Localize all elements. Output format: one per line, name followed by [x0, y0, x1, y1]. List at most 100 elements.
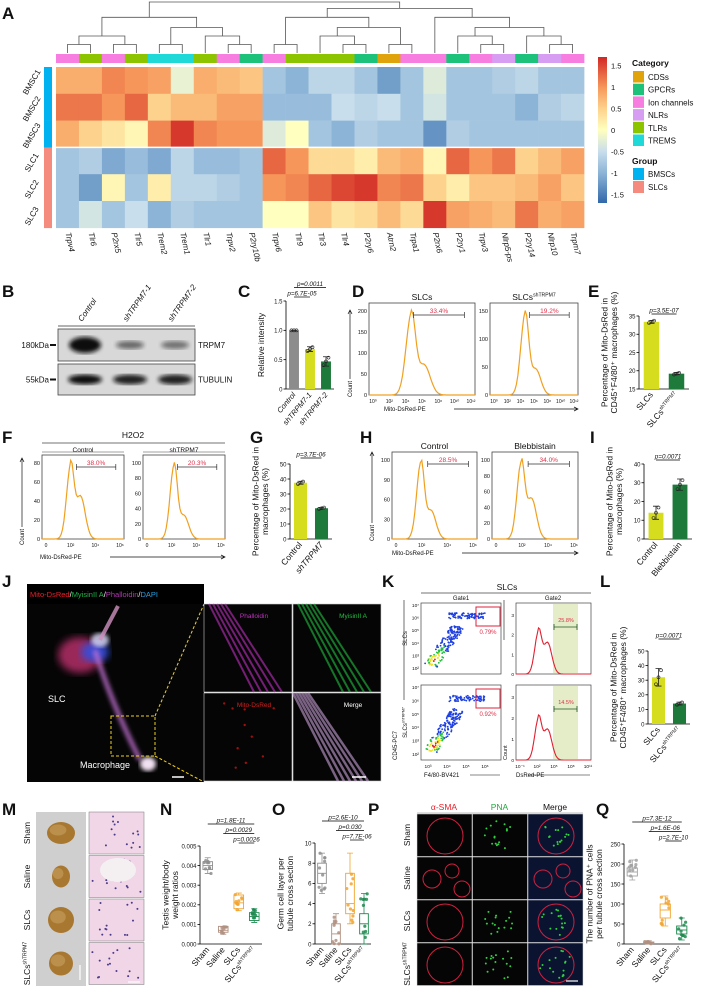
legend-label: TREMS — [648, 137, 676, 146]
category-bar-cell — [308, 54, 332, 63]
fiber — [313, 603, 372, 693]
heatmap-cell — [331, 174, 355, 202]
heatmap-cell — [193, 67, 218, 95]
pna-signal — [509, 965, 512, 968]
flow-histogram-f-2: 20.3% shTRPM7 0 20 40 60 80 100 0 10² 10⁴ 10⁶ — [132, 447, 226, 549]
y-tick-label: 150 — [358, 330, 367, 336]
data-point — [664, 901, 668, 905]
legend-swatch — [633, 168, 644, 180]
group-bar-cell — [44, 120, 52, 148]
heatmap-cell — [515, 174, 539, 202]
category-bar-cell — [423, 54, 447, 63]
heatmap-cell — [56, 67, 80, 95]
data-point — [654, 510, 658, 515]
nucleus — [125, 885, 128, 888]
event-dot — [438, 742, 440, 744]
category-bar-cell — [216, 54, 240, 63]
gate-percentage: 33.4% — [430, 308, 449, 315]
error-bar — [323, 356, 329, 367]
row-label: SLC2 — [23, 178, 41, 200]
y-tick-label: 25 — [629, 351, 636, 357]
dendrogram-branch — [273, 44, 298, 53]
column-label: Trpv6 — [270, 232, 283, 254]
heatmap-cell — [515, 67, 539, 95]
event-dot — [450, 637, 453, 640]
pna-signal — [567, 833, 570, 836]
data-point — [656, 505, 661, 510]
x-axis-arrow — [462, 550, 579, 556]
x-tick-label: 10² — [386, 399, 394, 405]
category-bar-cell — [239, 54, 263, 63]
group-label: Saline — [402, 866, 412, 890]
x-tick-label: 10² — [168, 543, 176, 549]
group-bar-cell — [44, 93, 52, 121]
stain-legend: Mito-DsRed/MyisinII A/Phalloidin/DAPI — [30, 590, 158, 599]
column-label: Trpv2 — [224, 232, 237, 254]
event-dot — [450, 725, 452, 728]
pna-signal — [556, 841, 559, 844]
heatmap-cell — [147, 93, 172, 121]
event-dot — [452, 615, 455, 618]
data-point — [349, 872, 354, 876]
nucleus — [98, 959, 101, 962]
bar — [293, 482, 308, 539]
heatmap-cell — [56, 147, 80, 175]
heatmap-cell — [193, 201, 218, 229]
pna-signal — [510, 957, 513, 960]
nucleus — [108, 957, 111, 960]
pna-signal — [554, 829, 557, 832]
column-label: Trpm7 — [569, 232, 583, 256]
event-dot — [451, 721, 454, 724]
panel-title: Control — [73, 447, 95, 454]
data-point — [308, 347, 312, 351]
event-dot — [462, 612, 465, 615]
category-bar-cell — [515, 54, 539, 63]
y-tick-label: 2 — [511, 633, 514, 639]
event-dot — [436, 644, 439, 647]
event-dot — [449, 710, 451, 713]
pna-signal — [544, 825, 547, 828]
column-label: Trpv4 — [64, 232, 77, 254]
y-axis-arrow — [347, 309, 353, 379]
panel-label-c: C — [238, 282, 251, 301]
pna-signal — [554, 956, 557, 959]
event-dot — [429, 739, 432, 742]
y-tick-label: 6 — [308, 882, 312, 888]
y-axis-label: CD45⁺F4/80⁺ macrophages (%) — [618, 626, 628, 748]
pna-signal — [552, 970, 555, 973]
data-point — [361, 903, 366, 907]
data-point — [318, 851, 322, 855]
box — [659, 903, 671, 919]
y-tick-label: 3 — [511, 695, 514, 701]
protein-label: TRPM7 — [198, 341, 226, 350]
y-axis-label: Relative intensity — [256, 312, 266, 377]
histogram-curve — [516, 626, 591, 675]
event-dot — [450, 625, 453, 628]
event-dot — [454, 695, 456, 697]
data-point — [337, 942, 341, 946]
heatmap-cell — [216, 93, 240, 121]
event-dot — [438, 744, 441, 747]
heatmap-cell — [423, 67, 447, 95]
pna-signal — [503, 977, 506, 980]
event-dot — [426, 748, 429, 751]
x-axis-label: Mito-DsRed-PE — [384, 407, 426, 413]
heatmap-cell — [308, 67, 332, 95]
event-dot — [473, 696, 476, 699]
column-label: Trem1 — [178, 232, 191, 256]
nucleus — [137, 976, 140, 979]
pna-signal — [493, 836, 496, 839]
gate-percentage: 14.5% — [558, 700, 574, 706]
event-dot — [458, 718, 461, 721]
event-dot — [445, 717, 448, 720]
heatmap-cell — [423, 147, 447, 175]
y-tick-label: 0 — [637, 537, 641, 543]
data-point — [334, 938, 338, 943]
column-label: Nlrp10 — [546, 232, 560, 257]
event-dot — [439, 739, 441, 742]
fiber — [301, 603, 351, 693]
data-point — [209, 871, 213, 876]
stain-name: Phalloidin — [106, 590, 139, 599]
event-dot — [440, 735, 443, 737]
